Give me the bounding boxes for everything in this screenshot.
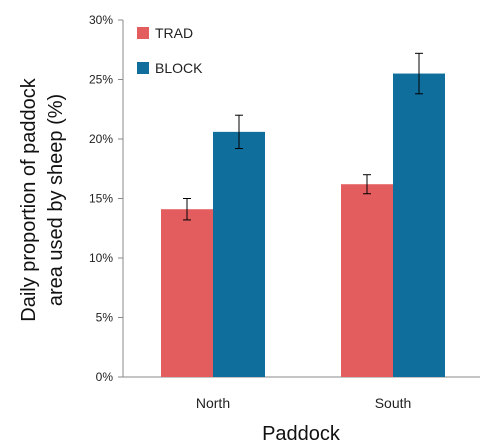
bars-group [161, 73, 445, 378]
bar-trad-south [341, 184, 393, 377]
y-tick-label: 0% [96, 370, 114, 384]
y-tick-label: 25% [89, 73, 113, 87]
y-axis-ticks: 0% 5% 10% 15% 20% 25% 30% [89, 13, 123, 384]
legend: TRAD BLOCK [137, 25, 203, 76]
y-axis-title-line2: area used by sheep (%) [45, 94, 67, 306]
x-axis-categories: North South [196, 395, 411, 411]
bar-block-north [213, 131, 265, 377]
error-bars-group [183, 52, 423, 221]
bar-trad-north [161, 209, 213, 377]
legend-swatch-block [137, 62, 149, 74]
y-tick-label: 5% [96, 311, 114, 325]
x-category-label: South [375, 395, 412, 411]
y-tick-label: 10% [89, 251, 113, 265]
x-axis-title: Paddock [262, 423, 341, 445]
legend-swatch-trad [137, 27, 149, 39]
legend-label-block: BLOCK [155, 60, 203, 76]
y-axis-title-line1: Daily proportion of paddock [18, 77, 40, 321]
x-category-label: North [196, 395, 230, 411]
y-tick-label: 15% [89, 192, 113, 206]
y-tick-label: 20% [89, 132, 113, 146]
legend-label-trad: TRAD [155, 25, 193, 41]
y-tick-label: 30% [89, 13, 113, 27]
bar-block-south [393, 73, 445, 378]
